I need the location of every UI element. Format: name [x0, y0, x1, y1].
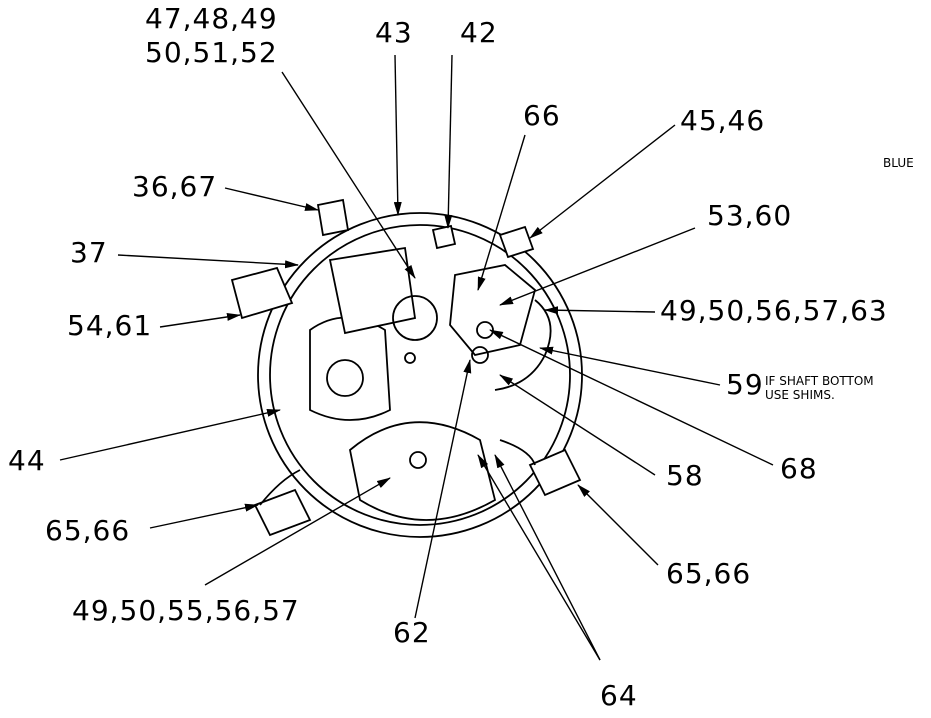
callout: 58	[666, 459, 704, 492]
leader	[59, 408, 281, 461]
callout: 36,67	[132, 170, 217, 203]
callout: 65,66	[45, 514, 130, 547]
leader	[499, 227, 696, 306]
leader	[224, 187, 319, 211]
callout: 65,66	[666, 557, 751, 590]
callout: 68	[780, 452, 818, 485]
callout: 62	[393, 616, 431, 649]
callout: 66	[523, 99, 561, 132]
leader	[281, 71, 416, 279]
note: IF SHAFT BOTTOM	[765, 374, 874, 388]
callout: 45,46	[680, 104, 765, 137]
leader	[489, 329, 774, 466]
callout: 54,61	[67, 309, 152, 342]
leader	[117, 254, 299, 269]
leader	[529, 124, 676, 239]
assembly-drawing	[230, 198, 583, 538]
callout: 50,51,52	[145, 36, 278, 69]
callout: 42	[460, 16, 498, 49]
callout: 47,48,49	[145, 2, 278, 35]
note: BLUE	[883, 156, 914, 170]
leader	[494, 454, 601, 661]
callout: 64	[600, 679, 638, 712]
callout: 49,50,56,57,63	[660, 294, 888, 327]
leader	[577, 484, 659, 566]
leader	[499, 374, 656, 476]
leader	[414, 359, 472, 619]
callout: 44	[8, 444, 46, 477]
callout: 53,60	[707, 199, 792, 232]
leader	[477, 454, 601, 661]
leader-lines	[59, 54, 774, 661]
callouts: 47,48,49 50,51,52 43 42 66 45,46 36,67 5…	[8, 2, 914, 712]
note: USE SHIMS.	[765, 388, 835, 402]
leader	[544, 306, 656, 315]
leader	[539, 346, 721, 386]
callout: 37	[70, 236, 108, 269]
leader	[393, 54, 402, 216]
leader	[159, 312, 241, 328]
callout: 49,50,55,56,57	[72, 594, 300, 627]
leader	[477, 134, 526, 291]
leader	[149, 503, 259, 529]
leader	[444, 54, 453, 229]
leader	[204, 477, 391, 586]
callout: 43	[375, 16, 413, 49]
callout: 59	[726, 368, 764, 401]
